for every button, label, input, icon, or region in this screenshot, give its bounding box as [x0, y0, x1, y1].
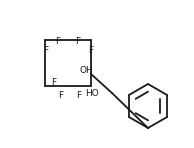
Text: F: F	[76, 91, 81, 100]
Text: F: F	[88, 45, 93, 54]
Text: F: F	[58, 91, 64, 100]
Text: OH: OH	[79, 66, 93, 75]
Text: F: F	[51, 78, 56, 86]
Text: F: F	[75, 37, 81, 46]
Text: F: F	[43, 45, 48, 54]
Text: F: F	[55, 37, 61, 46]
Text: HO: HO	[85, 89, 99, 98]
